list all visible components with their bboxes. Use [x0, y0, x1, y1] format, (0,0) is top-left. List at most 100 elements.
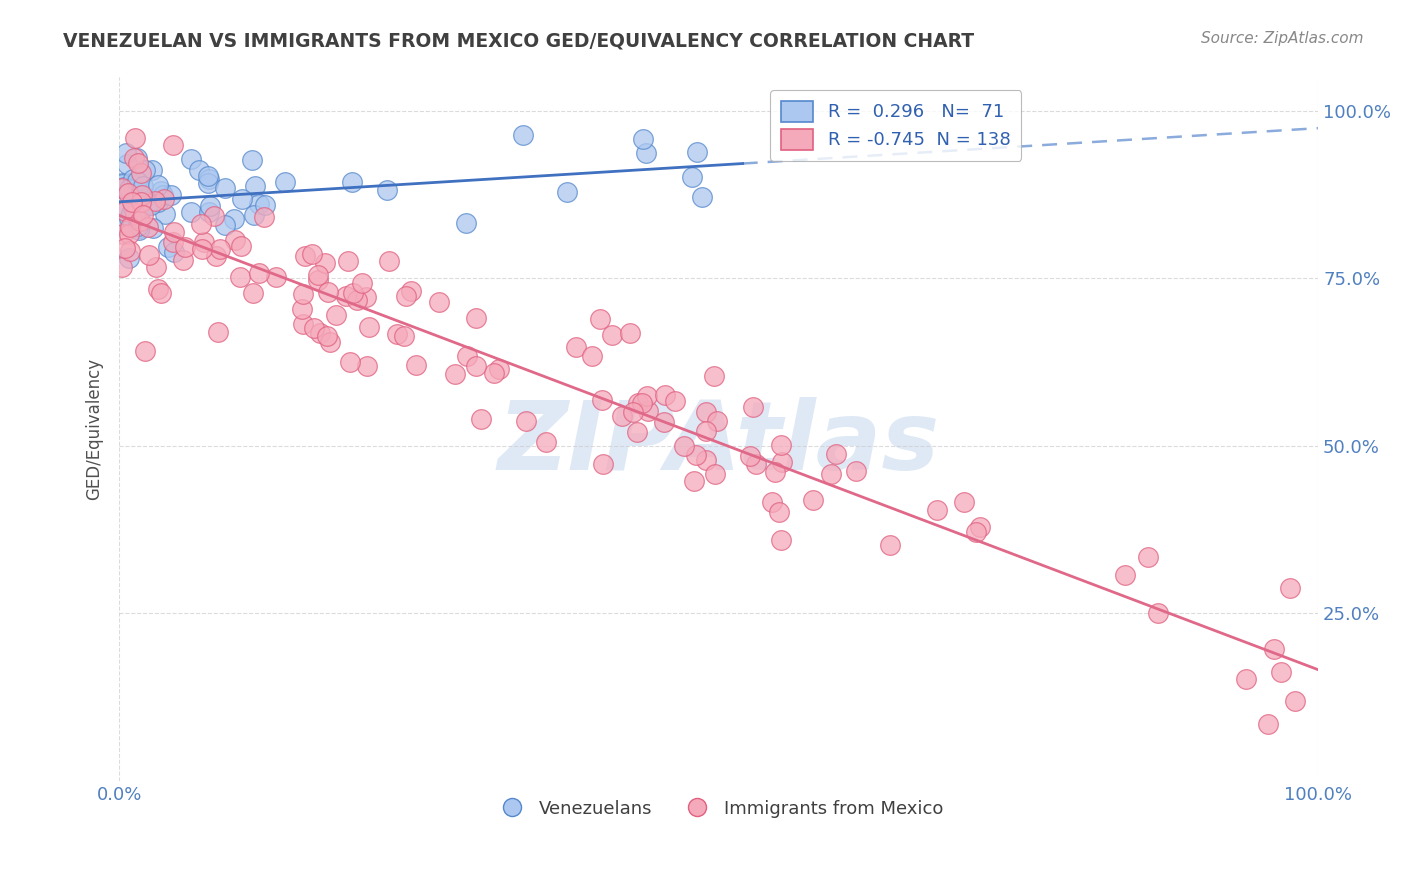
Point: [146, 178, 169, 192]
Point: [703, 467, 725, 481]
Point: [117, 211, 139, 225]
Point: [122, 171, 145, 186]
Point: [654, 415, 676, 429]
Point: [294, 249, 316, 263]
Point: [319, 334, 342, 349]
Point: [231, 238, 253, 252]
Point: [122, 175, 145, 189]
Point: [339, 355, 361, 369]
Point: [131, 209, 153, 223]
Point: [127, 202, 149, 216]
Point: [131, 194, 153, 209]
Point: [768, 506, 790, 520]
Point: [231, 192, 253, 206]
Point: [149, 185, 172, 199]
Point: [141, 163, 163, 178]
Point: [488, 361, 510, 376]
Point: [124, 151, 146, 165]
Point: [565, 341, 588, 355]
Point: [621, 405, 644, 419]
Point: [273, 175, 295, 189]
Point: [742, 400, 765, 414]
Point: [356, 359, 378, 373]
Point: [145, 260, 167, 275]
Point: [392, 328, 415, 343]
Point: [111, 227, 134, 242]
Point: [120, 220, 142, 235]
Point: [706, 414, 728, 428]
Point: [264, 269, 287, 284]
Point: [318, 285, 340, 299]
Point: [141, 198, 163, 212]
Point: [335, 289, 357, 303]
Point: [160, 187, 183, 202]
Point: [291, 301, 314, 316]
Point: [142, 220, 165, 235]
Point: [180, 205, 202, 219]
Point: [1114, 568, 1136, 582]
Point: [769, 533, 792, 547]
Point: [385, 326, 408, 341]
Point: [125, 151, 148, 165]
Point: [307, 268, 329, 282]
Point: [1136, 550, 1159, 565]
Point: [172, 252, 194, 267]
Point: [395, 289, 418, 303]
Point: [202, 209, 225, 223]
Text: VENEZUELAN VS IMMIGRANTS FROM MEXICO GED/EQUIVALENCY CORRELATION CHART: VENEZUELAN VS IMMIGRANTS FROM MEXICO GED…: [63, 31, 974, 50]
Point: [129, 220, 152, 235]
Point: [456, 349, 478, 363]
Point: [121, 194, 143, 209]
Point: [879, 538, 901, 552]
Point: [127, 156, 149, 170]
Point: [242, 285, 264, 300]
Point: [191, 242, 214, 256]
Point: [626, 425, 648, 439]
Point: [690, 190, 713, 204]
Point: [470, 411, 492, 425]
Point: [131, 191, 153, 205]
Point: [325, 308, 347, 322]
Point: [745, 457, 768, 471]
Point: [695, 453, 717, 467]
Point: [953, 495, 976, 509]
Point: [761, 495, 783, 509]
Point: [121, 218, 143, 232]
Point: [1279, 582, 1302, 596]
Point: [965, 525, 987, 540]
Point: [405, 359, 427, 373]
Point: [129, 202, 152, 216]
Point: [685, 448, 707, 462]
Point: [401, 284, 423, 298]
Point: [174, 240, 197, 254]
Point: [592, 457, 614, 471]
Point: [111, 200, 134, 214]
Point: [162, 235, 184, 250]
Point: [124, 207, 146, 221]
Point: [356, 290, 378, 304]
Point: [695, 405, 717, 419]
Point: [243, 208, 266, 222]
Point: [153, 207, 176, 221]
Point: [664, 394, 686, 409]
Point: [224, 234, 246, 248]
Point: [634, 145, 657, 160]
Point: [198, 199, 221, 213]
Point: [673, 439, 696, 453]
Point: [162, 225, 184, 239]
Point: [146, 195, 169, 210]
Point: [820, 467, 842, 481]
Point: [482, 366, 505, 380]
Point: [427, 295, 450, 310]
Point: [1257, 717, 1279, 731]
Point: [824, 447, 846, 461]
Point: [636, 389, 658, 403]
Point: [301, 247, 323, 261]
Y-axis label: GED/Equivalency: GED/Equivalency: [86, 359, 103, 500]
Point: [291, 317, 314, 331]
Point: [118, 227, 141, 241]
Point: [228, 270, 250, 285]
Point: [163, 244, 186, 259]
Point: [188, 163, 211, 178]
Point: [695, 424, 717, 438]
